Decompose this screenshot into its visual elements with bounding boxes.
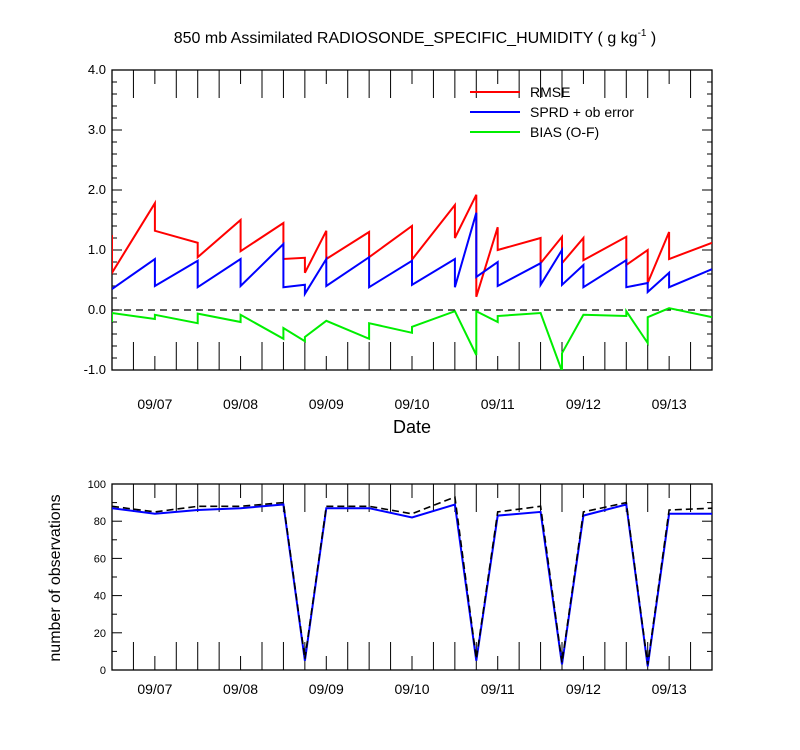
plot-frame bbox=[111, 483, 713, 671]
x-tick-label: 09/09 bbox=[309, 681, 344, 697]
x-tick-label: 09/11 bbox=[481, 681, 515, 697]
y-tick-label: -1.0 bbox=[84, 362, 106, 377]
y-tick-label: 4.0 bbox=[88, 62, 106, 77]
series-line-1 bbox=[112, 503, 712, 667]
x-tick-label: 09/09 bbox=[309, 396, 344, 412]
y-tick-label: 0.0 bbox=[88, 302, 106, 317]
bottom-plot: 0 20 40 60 80 100 09/07 09/08 09/09 09/10 09/11 09/… bbox=[88, 479, 713, 697]
x-tick-label: 09/10 bbox=[394, 396, 429, 412]
x-tick-label: 09/07 bbox=[137, 396, 172, 412]
y-tick-label: 1.0 bbox=[88, 242, 106, 257]
chart-title-main: 850 mb Assimilated RADIOSONDE_SPECIFIC_H… bbox=[174, 30, 638, 47]
y-tick-label: 100 bbox=[88, 479, 106, 491]
legend-label-1: RMSE bbox=[530, 84, 570, 100]
x-tick-label: 09/10 bbox=[394, 681, 429, 697]
x-tick-label: 09/08 bbox=[223, 396, 258, 412]
chart-title: 850 mb Assimilated RADIOSONDE_SPECIFIC_H… bbox=[174, 28, 657, 47]
legend-label-2: SPRD + ob error bbox=[530, 104, 634, 120]
x-tick-label: 09/13 bbox=[652, 396, 687, 412]
x-tick-label: 09/11 bbox=[481, 396, 515, 412]
y-tick-label: 40 bbox=[94, 591, 106, 603]
legend-label-3: BIAS (O-F) bbox=[530, 124, 599, 140]
legend: RMSE SPRD + ob error BIAS (O-F) bbox=[470, 84, 634, 140]
series-line-3 bbox=[112, 307, 712, 370]
x-tick-label: 09/07 bbox=[137, 681, 172, 697]
y-tick-label: 2.0 bbox=[88, 182, 106, 197]
x-axis-label: Date bbox=[393, 417, 431, 437]
x-tick-label: 09/12 bbox=[566, 396, 601, 412]
x-tick-label: 09/13 bbox=[652, 681, 687, 697]
y-tick-label: 80 bbox=[94, 516, 106, 528]
chart-title-end: ) bbox=[646, 30, 656, 47]
y-tick-label: 20 bbox=[94, 628, 106, 640]
series-line-2 bbox=[112, 495, 712, 665]
y-tick-label: 60 bbox=[94, 553, 106, 565]
y-axis-label: number of observations bbox=[47, 494, 64, 661]
x-tick-label: 09/08 bbox=[223, 681, 258, 697]
y-tick-label: 3.0 bbox=[88, 122, 106, 137]
chart-title-superscript: -1 bbox=[638, 28, 647, 39]
series-line-1 bbox=[112, 194, 712, 298]
x-tick-label: 09/12 bbox=[566, 681, 601, 697]
series-line-2 bbox=[112, 212, 712, 298]
top-plot: -1.0 0.0 1.0 2.0 3.0 4.0 09/07 09/08 09/09 09/10 0… bbox=[84, 62, 713, 412]
y-tick-label: 0 bbox=[100, 665, 106, 677]
